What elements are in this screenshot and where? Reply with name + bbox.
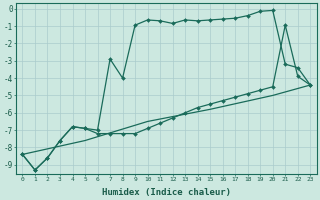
X-axis label: Humidex (Indice chaleur): Humidex (Indice chaleur) <box>102 188 231 197</box>
